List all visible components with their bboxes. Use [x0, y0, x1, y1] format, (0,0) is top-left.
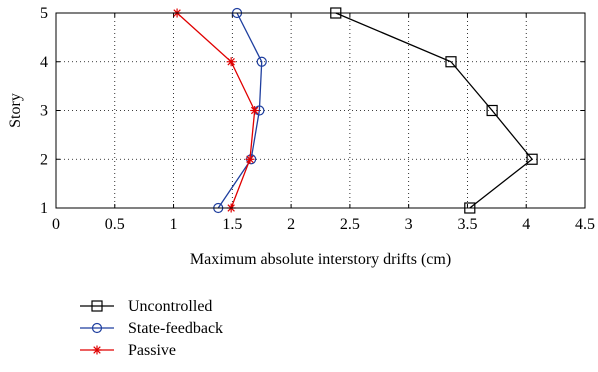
y-tick-label: 2 — [40, 151, 48, 168]
grid-lines — [56, 13, 585, 208]
y-tick-label: 4 — [40, 54, 48, 71]
legend-item-passive: Passive — [80, 342, 176, 359]
series-group — [172, 7, 538, 214]
legend-label: Uncontrolled — [128, 298, 212, 315]
x-tick-label: 0.5 — [105, 216, 125, 233]
star-marker — [245, 154, 255, 164]
square-marker — [486, 104, 498, 117]
y-tick-label: 5 — [40, 5, 48, 22]
star-marker — [92, 345, 102, 355]
circle-marker — [91, 322, 103, 334]
series-passive — [172, 8, 260, 213]
x-tick-label: 4 — [522, 216, 530, 233]
legend-item-state-feedback: State-feedback — [80, 320, 223, 337]
x-tick-label: 2 — [287, 216, 295, 233]
x-tick-label: 3.5 — [457, 216, 477, 233]
x-tick-label: 1.5 — [222, 216, 242, 233]
x-tick-label: 3 — [405, 216, 413, 233]
x-axis-label: Maximum absolute interstory drifts (cm) — [190, 251, 451, 268]
plot-frame — [55, 12, 586, 209]
square-marker — [445, 56, 457, 68]
circle-marker — [256, 56, 267, 67]
state-feedback-line — [217, 12, 263, 209]
x-tick-label: 1 — [170, 216, 178, 233]
series-uncontrolled — [330, 7, 538, 214]
x-tick-label: 4.5 — [575, 216, 595, 233]
legend-item-uncontrolled: Uncontrolled — [80, 298, 212, 315]
square-marker — [91, 300, 103, 312]
star-marker — [250, 106, 260, 115]
y-axis-label: Story — [7, 93, 24, 128]
y-tick-label: 1 — [40, 200, 48, 217]
x-tick-label: 0 — [52, 216, 60, 233]
legend-label: Passive — [128, 342, 176, 359]
uncontrolled-line — [335, 12, 534, 209]
tick-labels: 0 0.5 1 1.5 2 2.5 3 3.5 4 4.5 1 2 3 4 5 — [40, 5, 595, 233]
legend-label: State-feedback — [128, 320, 223, 337]
x-tick-label: 2.5 — [340, 216, 360, 233]
legend: Uncontrolled State-feedback Passive — [80, 298, 223, 359]
star-marker — [226, 57, 236, 67]
square-marker — [526, 153, 538, 165]
y-tick-label: 3 — [40, 103, 48, 120]
